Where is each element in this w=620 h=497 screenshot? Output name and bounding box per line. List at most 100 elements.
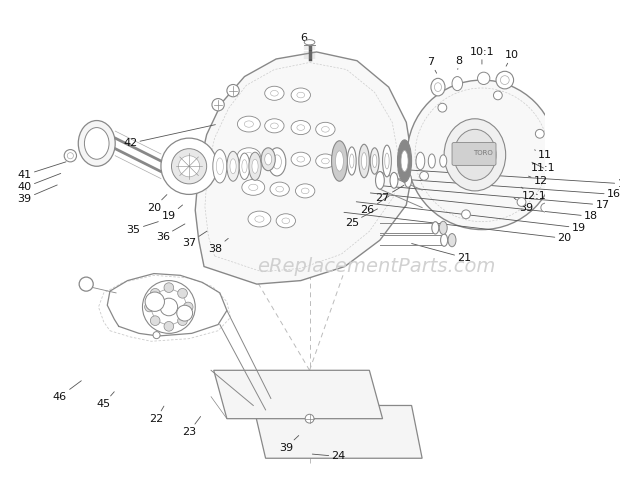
Ellipse shape [268,148,286,176]
Ellipse shape [440,221,447,235]
Text: 22: 22 [149,406,164,423]
Ellipse shape [373,155,377,167]
Text: 15: 15 [409,170,620,189]
Circle shape [550,126,559,135]
Ellipse shape [435,83,441,91]
Circle shape [500,76,509,84]
Text: 18: 18 [370,193,598,221]
Circle shape [164,283,174,292]
Text: 19: 19 [356,202,586,233]
Ellipse shape [385,153,389,169]
Text: 24: 24 [312,451,346,462]
Ellipse shape [265,86,284,100]
Circle shape [548,170,557,178]
Text: 37: 37 [182,231,207,248]
Ellipse shape [296,184,315,198]
Ellipse shape [291,121,311,135]
Circle shape [227,84,239,97]
Ellipse shape [432,222,439,234]
Polygon shape [214,370,383,418]
Ellipse shape [448,234,456,247]
Circle shape [420,171,428,180]
Circle shape [494,91,502,100]
Text: 12:1: 12:1 [521,187,547,201]
Circle shape [150,288,160,298]
Circle shape [541,203,550,212]
Ellipse shape [376,171,384,189]
Ellipse shape [304,40,315,45]
Text: 20: 20 [147,195,167,213]
Ellipse shape [316,154,335,168]
Ellipse shape [401,151,408,171]
Text: 16: 16 [397,179,620,199]
Text: 46: 46 [53,381,81,402]
Ellipse shape [441,234,448,247]
Text: 21: 21 [412,244,471,263]
Ellipse shape [332,141,347,181]
Ellipse shape [454,129,496,180]
Circle shape [438,103,447,112]
Ellipse shape [397,140,412,182]
Ellipse shape [270,182,290,196]
Text: 17: 17 [383,186,609,210]
Text: 12: 12 [528,176,548,186]
Circle shape [496,71,513,89]
Ellipse shape [350,154,354,168]
Text: 38: 38 [208,239,228,254]
Circle shape [179,156,200,177]
Ellipse shape [237,148,260,164]
Circle shape [517,198,526,206]
Ellipse shape [242,179,265,195]
Ellipse shape [276,214,296,228]
Ellipse shape [216,158,223,174]
Ellipse shape [316,122,335,136]
Ellipse shape [361,153,366,169]
Circle shape [150,316,160,326]
Text: 39: 39 [279,435,299,453]
Text: 41: 41 [17,162,66,180]
Ellipse shape [404,173,412,187]
Text: 45: 45 [97,392,114,409]
Ellipse shape [291,88,311,102]
Circle shape [536,129,544,138]
Circle shape [161,138,217,194]
Ellipse shape [335,151,343,171]
Ellipse shape [265,154,272,165]
Text: 10: 10 [505,51,519,66]
Ellipse shape [416,152,425,170]
Ellipse shape [444,119,506,191]
Text: 11:1: 11:1 [531,162,556,173]
Circle shape [462,210,471,219]
Ellipse shape [273,155,281,169]
Circle shape [172,149,206,184]
Text: 6: 6 [300,33,309,47]
Ellipse shape [370,148,379,174]
Circle shape [212,98,224,111]
FancyBboxPatch shape [452,143,496,166]
Circle shape [79,277,93,291]
Text: 35: 35 [126,222,158,235]
Text: 10:1: 10:1 [469,47,494,64]
Circle shape [144,302,154,312]
Circle shape [164,322,174,331]
Ellipse shape [265,151,284,165]
Text: 39: 39 [17,185,57,204]
Text: 7: 7 [427,58,436,73]
Ellipse shape [291,152,311,166]
Text: 27: 27 [376,185,404,203]
Text: 19: 19 [162,205,182,221]
Ellipse shape [213,150,227,183]
Circle shape [477,72,490,84]
Circle shape [143,281,195,333]
Circle shape [153,331,160,338]
Circle shape [184,302,193,312]
Ellipse shape [428,154,435,168]
Text: 20: 20 [344,212,572,244]
Ellipse shape [249,152,261,180]
Text: 39: 39 [514,198,533,213]
Circle shape [305,414,314,423]
Text: eReplacementParts.com: eReplacementParts.com [257,257,495,276]
Circle shape [64,150,76,162]
Ellipse shape [440,155,447,167]
Text: 8: 8 [456,56,463,70]
